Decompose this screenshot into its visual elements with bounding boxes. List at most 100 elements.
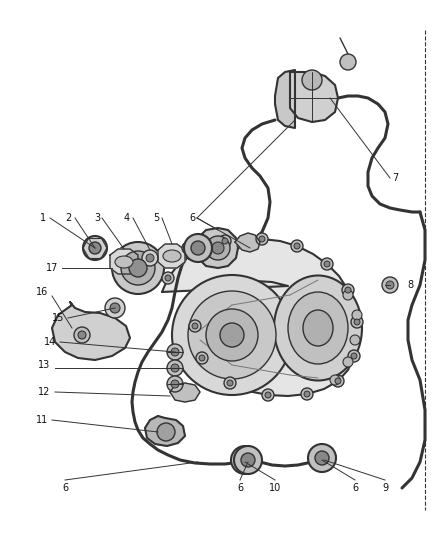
Circle shape: [265, 392, 271, 398]
Circle shape: [259, 236, 265, 242]
Circle shape: [121, 251, 155, 285]
Circle shape: [324, 261, 330, 267]
Circle shape: [162, 272, 174, 284]
Circle shape: [350, 335, 360, 345]
Text: 13: 13: [38, 360, 50, 370]
Circle shape: [184, 234, 212, 262]
Ellipse shape: [163, 250, 181, 262]
Ellipse shape: [115, 256, 133, 268]
Circle shape: [199, 355, 205, 361]
Circle shape: [382, 277, 398, 293]
Circle shape: [182, 242, 194, 254]
Text: 12: 12: [38, 387, 50, 397]
Text: 11: 11: [36, 415, 48, 425]
Circle shape: [332, 375, 344, 387]
Circle shape: [191, 241, 205, 255]
Text: 10: 10: [269, 483, 281, 493]
Circle shape: [231, 446, 259, 474]
Text: 6: 6: [237, 483, 243, 493]
Text: 5: 5: [153, 213, 159, 223]
Text: 2: 2: [65, 213, 71, 223]
Circle shape: [262, 389, 274, 401]
Circle shape: [256, 233, 268, 245]
Circle shape: [112, 242, 164, 294]
Circle shape: [345, 287, 351, 293]
Circle shape: [206, 236, 230, 260]
Circle shape: [224, 377, 236, 389]
Circle shape: [335, 378, 341, 384]
Circle shape: [105, 298, 125, 318]
Circle shape: [348, 350, 360, 362]
Circle shape: [142, 250, 158, 266]
Circle shape: [188, 291, 276, 379]
Text: 8: 8: [407, 280, 413, 290]
Text: 3: 3: [94, 213, 100, 223]
Ellipse shape: [288, 292, 348, 364]
Circle shape: [241, 453, 255, 467]
Circle shape: [192, 323, 198, 329]
Circle shape: [83, 236, 107, 260]
Circle shape: [343, 290, 353, 300]
Text: 1: 1: [40, 213, 46, 223]
Text: 9: 9: [382, 483, 388, 493]
Text: 7: 7: [392, 173, 398, 183]
Circle shape: [352, 310, 362, 320]
Polygon shape: [158, 244, 185, 268]
Circle shape: [189, 320, 201, 332]
Circle shape: [167, 376, 183, 392]
Circle shape: [146, 254, 154, 262]
Circle shape: [206, 309, 258, 361]
Polygon shape: [312, 448, 336, 466]
Text: 4: 4: [124, 213, 130, 223]
Circle shape: [171, 348, 179, 356]
Circle shape: [167, 344, 183, 360]
Circle shape: [165, 275, 171, 281]
Circle shape: [351, 353, 357, 359]
Text: 6: 6: [62, 483, 68, 493]
Circle shape: [316, 452, 328, 464]
Circle shape: [129, 259, 147, 277]
Text: 6: 6: [189, 213, 195, 223]
Text: 16: 16: [36, 287, 48, 297]
Polygon shape: [290, 72, 338, 122]
Circle shape: [78, 331, 86, 339]
Circle shape: [301, 388, 313, 400]
Circle shape: [157, 423, 175, 441]
Circle shape: [110, 303, 120, 313]
Circle shape: [238, 453, 252, 467]
Polygon shape: [275, 70, 295, 128]
Circle shape: [315, 451, 329, 465]
Circle shape: [234, 446, 262, 474]
Circle shape: [340, 54, 356, 70]
Circle shape: [74, 327, 90, 343]
Circle shape: [302, 70, 322, 90]
Text: 15: 15: [52, 313, 64, 323]
Circle shape: [343, 357, 353, 367]
Circle shape: [386, 281, 394, 289]
Text: 17: 17: [46, 263, 58, 273]
Polygon shape: [52, 302, 130, 360]
Circle shape: [342, 284, 354, 296]
Circle shape: [219, 235, 231, 247]
Circle shape: [291, 240, 303, 252]
Circle shape: [227, 380, 233, 386]
Circle shape: [351, 316, 363, 328]
Text: 14: 14: [44, 337, 56, 347]
Circle shape: [167, 360, 183, 376]
Circle shape: [330, 375, 340, 385]
Polygon shape: [235, 233, 260, 252]
Text: 6: 6: [352, 483, 358, 493]
Polygon shape: [162, 239, 357, 396]
Circle shape: [304, 391, 310, 397]
Circle shape: [89, 242, 101, 254]
Circle shape: [171, 364, 179, 372]
Circle shape: [294, 243, 300, 249]
Ellipse shape: [274, 276, 362, 381]
Circle shape: [222, 238, 228, 244]
Circle shape: [321, 258, 333, 270]
Circle shape: [220, 323, 244, 347]
Polygon shape: [145, 416, 185, 446]
Circle shape: [186, 248, 198, 260]
Polygon shape: [170, 383, 200, 402]
Polygon shape: [110, 249, 138, 274]
